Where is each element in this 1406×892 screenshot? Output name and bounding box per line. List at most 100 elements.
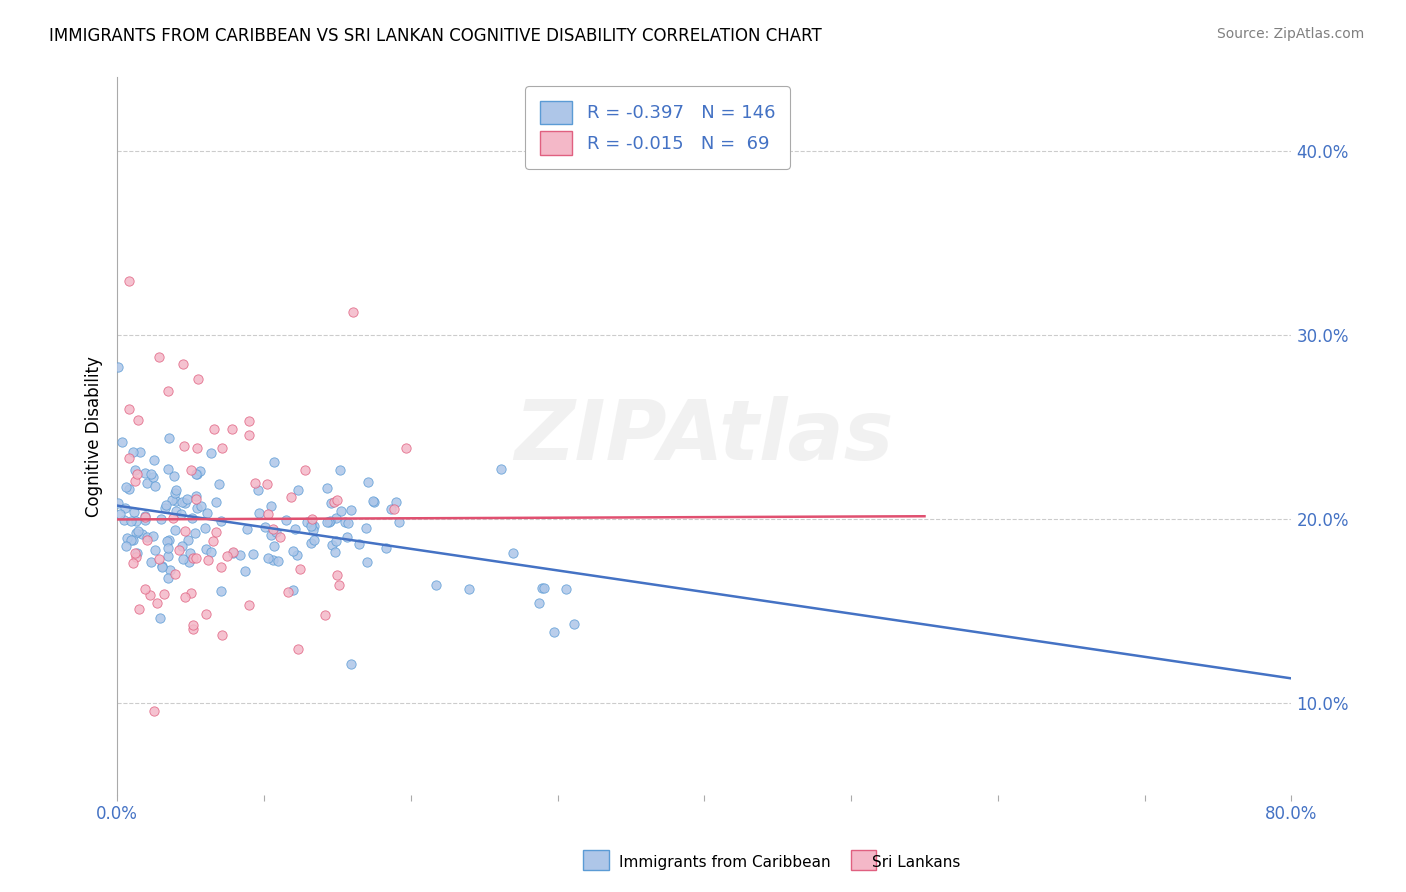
Point (533, 581, 555, 595)
Point (157, 462, 180, 476)
Point (202, 534, 225, 549)
Point (330, 504, 353, 518)
Point (299, 536, 322, 550)
Point (256, 477, 278, 491)
Point (122, 533, 145, 547)
Point (342, 305, 364, 319)
Point (134, 509, 156, 524)
Point (115, 531, 138, 545)
Point (180, 463, 202, 477)
Point (170, 507, 193, 521)
Legend: R = -0.397   N = 146, R = -0.015   N =  69: R = -0.397 N = 146, R = -0.015 N = 69 (526, 87, 790, 169)
Point (174, 590, 197, 604)
Point (156, 533, 179, 548)
Point (186, 501, 208, 516)
Point (134, 509, 156, 524)
Point (150, 512, 173, 526)
Point (263, 455, 285, 469)
Point (184, 491, 207, 506)
Point (281, 582, 304, 597)
Point (153, 501, 176, 516)
Point (301, 523, 323, 537)
Point (125, 546, 148, 560)
Point (562, 617, 585, 632)
Point (179, 546, 201, 560)
Point (260, 500, 283, 514)
Point (118, 402, 141, 417)
Text: Source: ZipAtlas.com: Source: ZipAtlas.com (1216, 27, 1364, 41)
Point (247, 506, 270, 520)
Point (157, 541, 180, 555)
Point (142, 469, 165, 483)
Point (384, 502, 406, 516)
Point (243, 475, 266, 490)
Point (211, 442, 233, 456)
Point (229, 548, 252, 562)
Point (111, 434, 134, 449)
Point (337, 516, 360, 531)
Point (285, 548, 308, 562)
Point (242, 547, 264, 561)
Point (186, 467, 208, 481)
Point (294, 462, 316, 476)
Point (127, 413, 149, 427)
Point (157, 384, 180, 398)
Point (138, 588, 160, 602)
Point (172, 539, 194, 553)
Point (176, 491, 198, 506)
Point (253, 519, 276, 533)
Text: Sri Lankans: Sri Lankans (872, 855, 960, 870)
Point (124, 474, 146, 488)
Point (142, 453, 165, 467)
Point (181, 618, 204, 632)
Point (136, 530, 159, 544)
Point (326, 568, 349, 582)
Point (118, 275, 141, 289)
Point (238, 599, 260, 613)
Point (357, 475, 380, 489)
Point (172, 495, 194, 509)
Point (141, 555, 163, 569)
Point (200, 446, 222, 460)
Point (165, 523, 187, 537)
Point (128, 445, 150, 459)
Point (146, 596, 169, 610)
Text: ZIPAtlas: ZIPAtlas (515, 396, 894, 476)
Point (163, 468, 186, 483)
Point (184, 526, 207, 541)
Point (388, 515, 411, 529)
Point (131, 527, 153, 541)
Point (336, 530, 359, 544)
Point (319, 496, 342, 510)
Point (209, 584, 232, 599)
Point (134, 582, 156, 596)
Point (114, 500, 136, 515)
Point (135, 475, 157, 490)
Point (118, 482, 141, 496)
Point (162, 511, 184, 525)
Point (107, 496, 129, 510)
Point (363, 494, 385, 508)
Point (121, 556, 143, 570)
Point (491, 462, 513, 476)
Point (124, 514, 146, 528)
Point (361, 494, 384, 508)
Point (323, 545, 346, 559)
Point (283, 544, 305, 558)
Point (180, 586, 202, 600)
Point (184, 550, 207, 565)
Point (204, 524, 226, 539)
Point (153, 587, 176, 601)
Point (122, 445, 145, 459)
Point (328, 577, 350, 591)
Point (139, 467, 162, 482)
Point (194, 521, 217, 535)
Point (527, 595, 550, 609)
Point (280, 490, 302, 504)
Point (127, 524, 149, 538)
Point (181, 551, 204, 566)
Point (148, 350, 170, 364)
Point (322, 495, 344, 509)
Point (554, 582, 576, 597)
Point (263, 539, 285, 553)
